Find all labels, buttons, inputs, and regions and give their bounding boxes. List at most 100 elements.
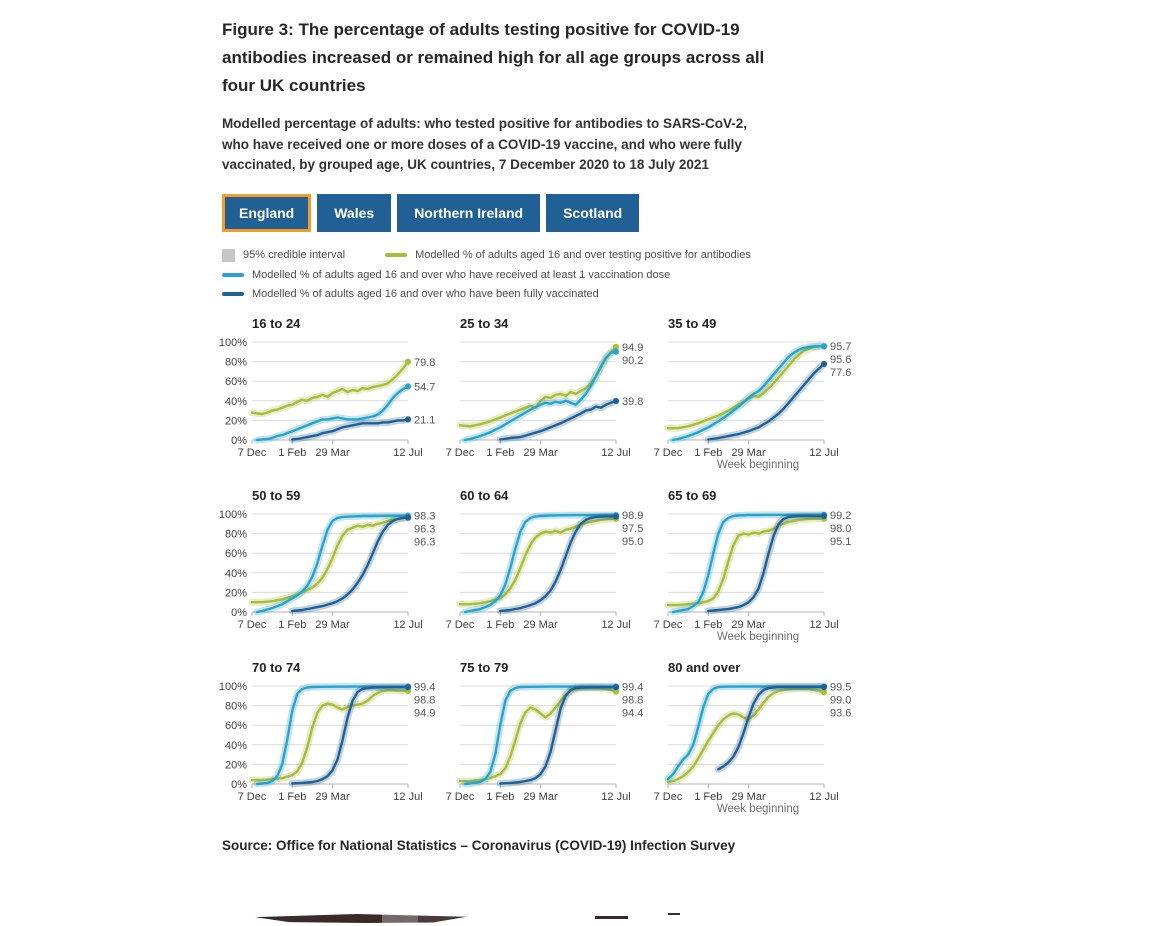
source-note: Source: Office for National Statistics –…	[222, 837, 736, 853]
chart-cell-70-to-74: 70 to 74 0% 20% 40% 60% 80% 100% 7 Dec 1 Feb 29 M…	[219, 660, 436, 816]
x-tick-label: 12 Jul	[809, 447, 838, 459]
end-value-label-antibodies: 94.9	[414, 707, 435, 719]
line-chart: 7 Dec 1 Feb 29 Mar 12 Jul 98.997.595.0	[446, 510, 644, 631]
dose1-line	[255, 514, 410, 613]
age-group-title: 35 to 49	[668, 315, 717, 331]
y-tick-label: 80%	[225, 356, 247, 368]
x-tick-label: 29 Mar	[731, 619, 766, 631]
end-value-label-antibodies: 94.9	[622, 341, 643, 353]
chart-cell-50-to-59: 50 to 59 0% 20% 40% 60% 80% 100% 7 Dec 1 Feb 29 M…	[219, 488, 436, 644]
end-value-label-fully: 98.8	[622, 694, 643, 706]
x-tick-label: 12 Jul	[809, 619, 838, 631]
x-tick-label: 29 Mar	[731, 447, 766, 459]
dose1-line	[463, 349, 618, 441]
x-tick-label: 29 Mar	[731, 791, 766, 803]
fully-end-dot	[405, 514, 411, 521]
age-group-title: 75 to 79	[460, 659, 509, 675]
tab-wales[interactable]: Wales	[317, 193, 392, 232]
line-swatch-icon	[385, 253, 408, 257]
antibodies-line	[666, 687, 826, 783]
x-tick-label: 1 Feb	[278, 447, 306, 459]
y-tick-label: 100%	[219, 337, 247, 349]
credible-interval-swatch-icon	[222, 248, 235, 262]
end-value-label-antibodies: 95.7	[830, 341, 851, 353]
end-value-label-fully: 21.1	[414, 414, 435, 426]
x-tick-label: 12 Jul	[601, 447, 630, 459]
y-tick-label: 100%	[219, 509, 247, 521]
legend-row: 95% credible interval Modelled % of adult…	[222, 248, 882, 262]
tab-england[interactable]: England	[222, 193, 312, 232]
line-chart: 0% 20% 40% 60% 80% 100% 7 Dec 1 Feb 29 Mar 12 Jul…	[219, 509, 436, 631]
end-value-label-antibodies: 94.4	[622, 707, 643, 719]
dose1-end-dot	[613, 348, 619, 355]
x-tick-label: 7 Dec	[654, 791, 683, 803]
figure-subtitle: Modelled percentage of adults: who teste…	[222, 116, 748, 172]
age-group-title: 60 to 64	[460, 487, 509, 503]
antibodies-credible-interval-band	[456, 684, 620, 785]
chart-cell-60-to-64: 60 to 64 7 Dec 1 Feb 29 Mar 12 Jul 98.9 97.5 95…	[430, 487, 644, 644]
end-value-label-fully: 39.8	[622, 395, 643, 407]
y-tick-label: 0%	[231, 779, 247, 791]
dose1-end-dot	[821, 342, 827, 349]
x-tick-label: 7 Dec	[654, 619, 683, 631]
end-value-label-antibodies: 79.8	[414, 356, 435, 368]
dose1-line	[671, 513, 826, 613]
end-value-label-fully: 98.0	[830, 522, 851, 534]
legend-item: 95% credible interval	[222, 248, 345, 262]
tab-scotland[interactable]: Scotland	[546, 193, 640, 232]
antibodies-end-dot	[613, 343, 619, 350]
cropped-content-artifact	[255, 914, 467, 923]
antibodies-line	[666, 344, 826, 429]
chart-cell-16-to-24: 16 to 24 0% 20% 40% 60% 80% 100% 7 Dec 1 Feb 29 M…	[219, 316, 436, 472]
end-value-label-dose1: 99.5	[830, 681, 851, 693]
line-chart: 0% 20% 40% 60% 80% 100% 7 Dec 1 Feb 29 Mar 12 Jul…	[219, 337, 436, 459]
y-tick-label: 60%	[225, 720, 247, 732]
x-axis-title: Week beginning	[717, 803, 799, 815]
x-tick-label: 1 Feb	[486, 791, 514, 803]
y-tick-label: 60%	[225, 548, 247, 560]
antibodies-line	[250, 688, 410, 781]
fully-line	[499, 685, 618, 785]
y-tick-label: 20%	[225, 587, 247, 599]
x-tick-label: 7 Dec	[238, 447, 267, 459]
fully-line	[717, 685, 826, 770]
dose1-line	[255, 684, 410, 785]
y-tick-label: 40%	[225, 395, 247, 407]
tab-northern-ireland[interactable]: Northern Ireland	[397, 193, 541, 232]
antibodies-line	[250, 515, 410, 603]
legend-item: Modelled % of adults aged 16 and over wh…	[222, 269, 670, 281]
x-tick-label: 7 Dec	[446, 447, 475, 459]
y-tick-label: 0%	[231, 435, 247, 447]
antibodies-line	[458, 686, 618, 782]
end-value-label-dose1: 98.3	[414, 510, 435, 522]
y-tick-label: 40%	[225, 567, 247, 579]
x-tick-label: 1 Feb	[694, 447, 722, 459]
fully-line	[499, 399, 618, 441]
y-tick-label: 20%	[225, 759, 247, 771]
dose1-line	[671, 344, 826, 441]
small-multiples-grid: 16 to 24 0% 20% 40% 60% 80% 100% 7 Dec 1 Feb 29 M…	[219, 315, 852, 832]
antibodies-credible-interval-band	[456, 514, 620, 608]
x-tick-label: 12 Jul	[809, 791, 838, 803]
end-value-label-dose1: 99.2	[830, 509, 851, 521]
fully-end-dot	[613, 683, 619, 690]
line-chart: 0% 20% 40% 60% 80% 100% 7 Dec 1 Feb 29 Mar 12 Jul…	[219, 681, 436, 803]
fully-credible-interval-band	[704, 360, 828, 443]
line-chart: 7 Dec 1 Feb 29 Mar 12 Jul 99.599.093.6 Week b…	[654, 681, 852, 815]
age-group-title: 80 and over	[668, 659, 741, 675]
x-tick-label: 1 Feb	[486, 619, 514, 631]
fully-end-dot	[821, 683, 827, 690]
end-value-label-fully: 99.0	[830, 694, 851, 706]
chart-legend: 95% credible interval Modelled % of adult…	[222, 248, 882, 300]
line-chart: 7 Dec 1 Feb 29 Mar 12 Jul 94.990.2 39.8	[446, 341, 643, 459]
end-value-label-dose1: 95.6	[830, 354, 851, 366]
line-chart: 7 Dec 1 Feb 29 Mar 12 Jul 95.795.677.6 Week b…	[654, 341, 852, 471]
x-tick-label: 7 Dec	[238, 619, 267, 631]
fully-end-dot	[821, 360, 827, 367]
x-tick-label: 12 Jul	[393, 619, 422, 631]
fully-line	[707, 514, 826, 612]
figure-container: Figure 3: The percentage of adults testi…	[219, 16, 882, 853]
end-value-label-dose1: 54.7	[414, 381, 435, 393]
fully-line	[291, 685, 410, 785]
x-tick-label: 7 Dec	[446, 619, 475, 631]
